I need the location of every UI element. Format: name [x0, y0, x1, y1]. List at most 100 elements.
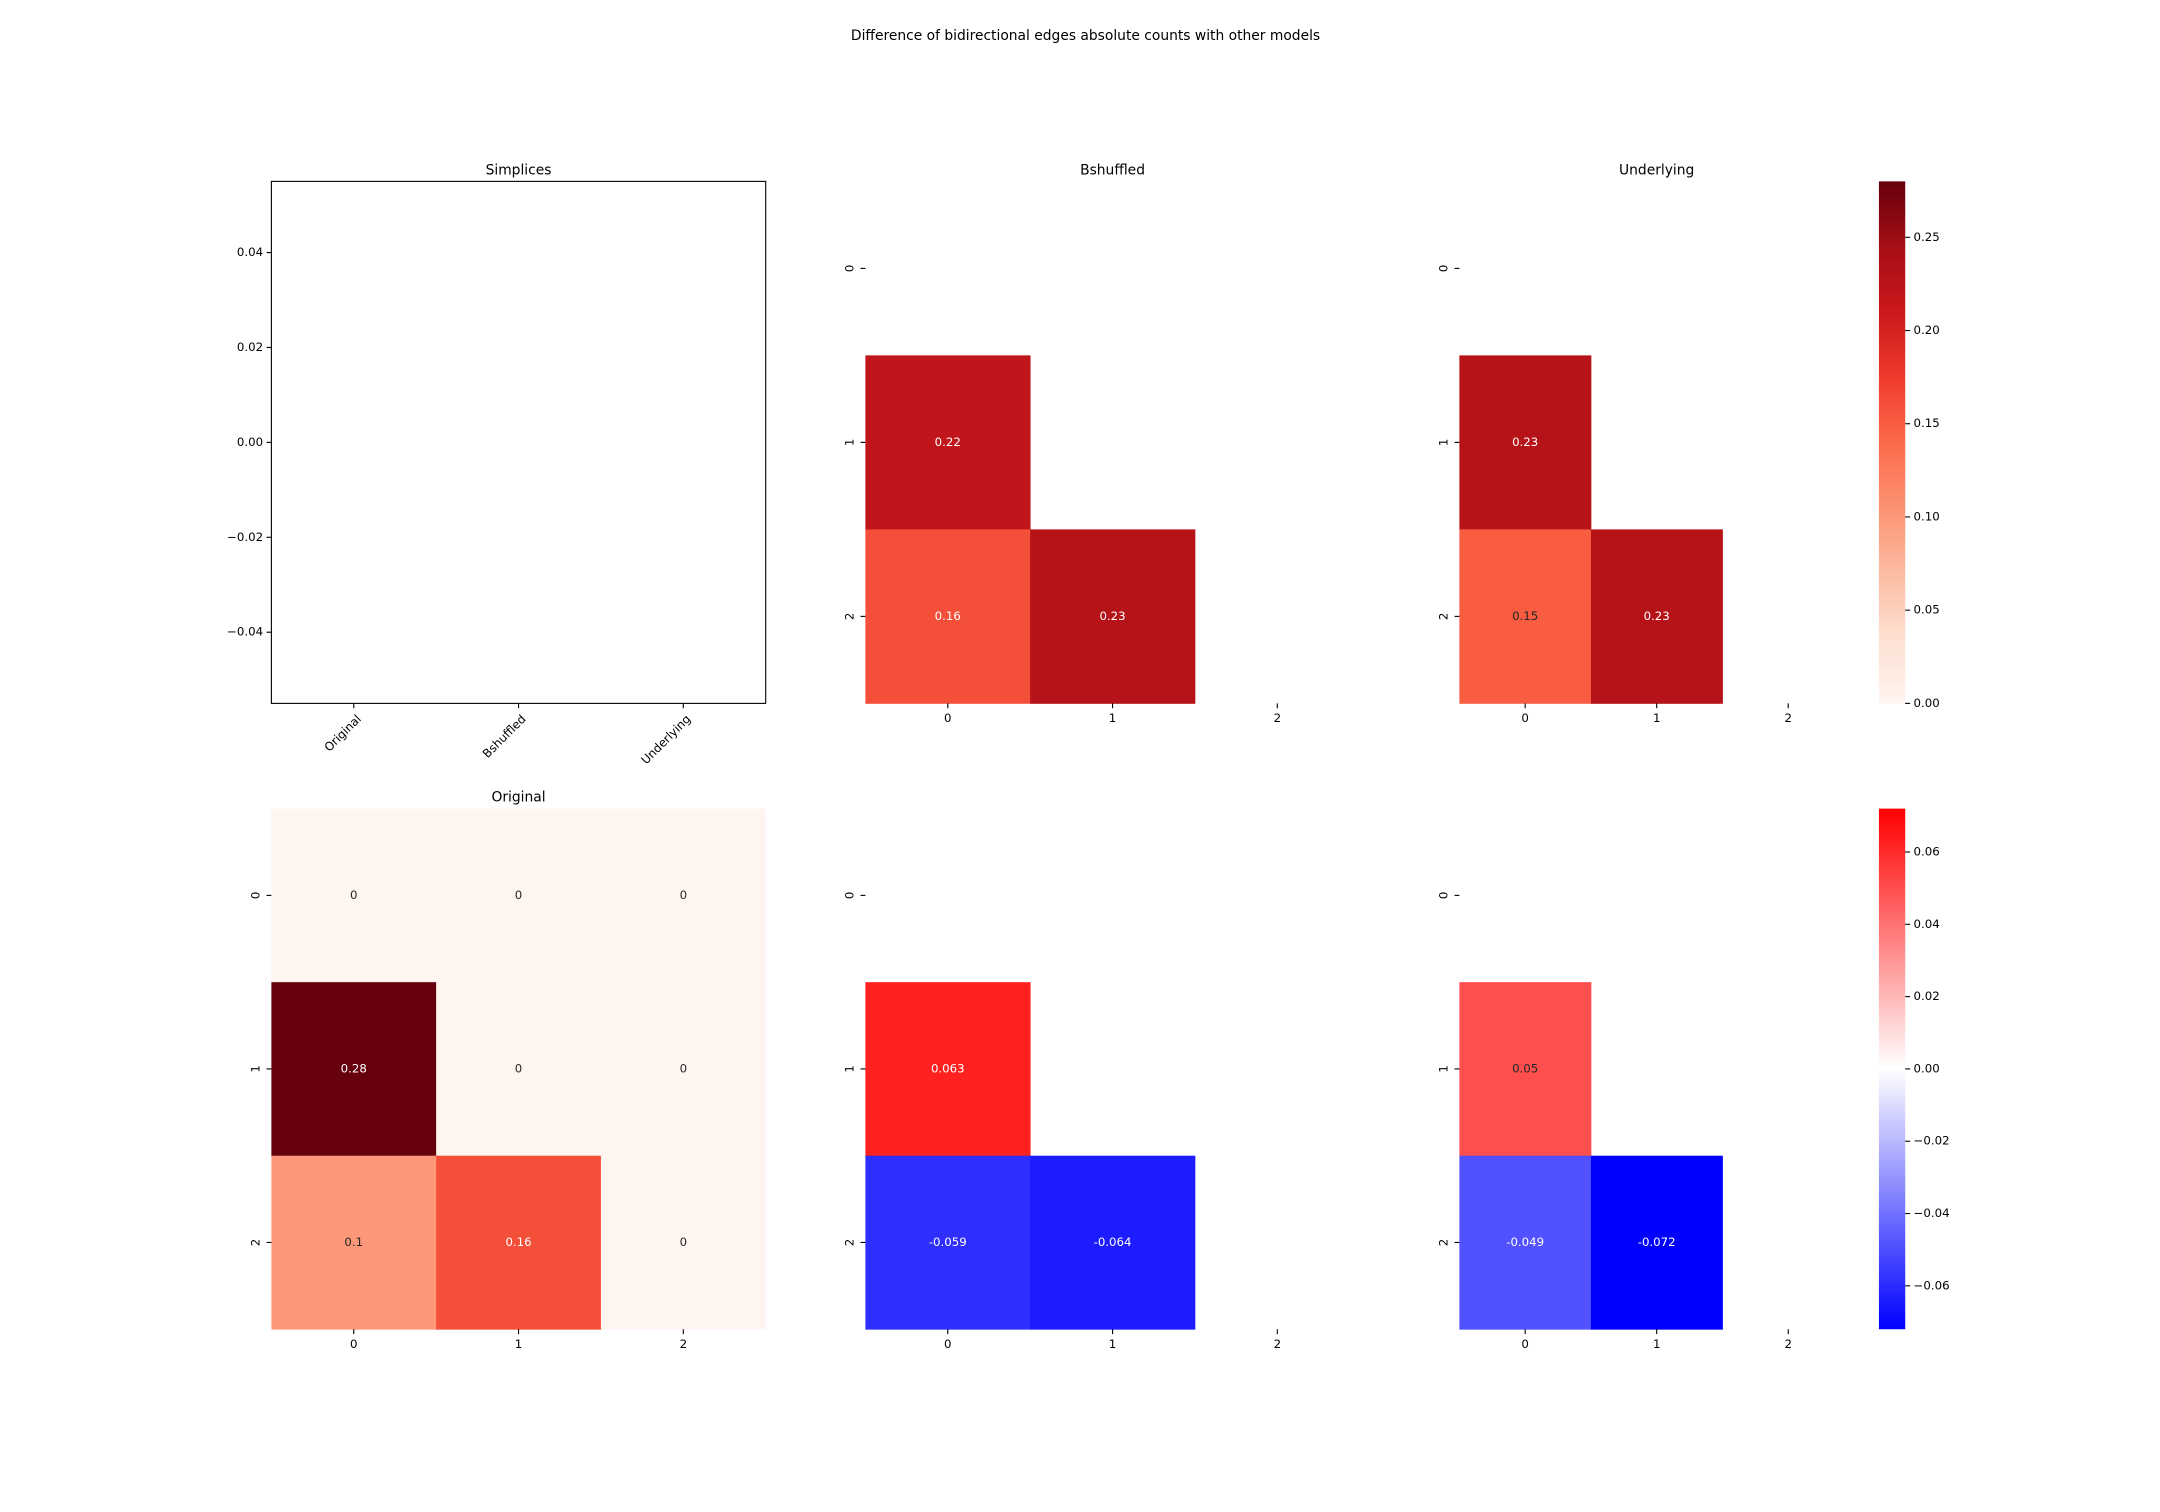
colorbar-tick-label: 0.00 — [1914, 1061, 1940, 1075]
colorbar-tick-label: 0.20 — [1914, 323, 1940, 337]
cell-annotation: 0.05 — [1512, 1061, 1538, 1075]
y-tick-label: 1 — [249, 1065, 263, 1072]
cell-annotation: 0.16 — [505, 1235, 531, 1249]
cell-annotation: 0.063 — [931, 1061, 965, 1075]
heatmap-cell — [271, 982, 437, 1157]
colorbar-tick-label: −0.06 — [1914, 1278, 1950, 1292]
cell-annotation: 0 — [680, 1235, 687, 1249]
heatmap-cell — [1459, 529, 1592, 704]
y-tick-label: −0.02 — [227, 530, 263, 544]
cell-annotation: -0.059 — [929, 1235, 967, 1249]
y-tick-label: −0.04 — [227, 625, 263, 639]
heatmap-cell — [1459, 1155, 1592, 1330]
cell-annotation: 0 — [350, 888, 357, 902]
cell-annotation: 0.28 — [341, 1061, 367, 1075]
figure-title: Difference of bidirectional edges absolu… — [851, 28, 1320, 44]
axes-title: Original — [491, 790, 545, 806]
y-tick-label: 2 — [843, 1239, 857, 1246]
colorbar-tick-label: 0.25 — [1914, 230, 1940, 244]
axes-title: Underlying — [1619, 162, 1694, 178]
colorbar — [1878, 181, 1906, 704]
y-tick-label: 0.02 — [237, 340, 263, 354]
heatmap-cell — [600, 808, 767, 983]
y-tick-label: 0 — [843, 892, 857, 899]
cell-annotation: 0.23 — [1512, 435, 1538, 449]
x-tick-label: Underlying — [638, 712, 693, 767]
heatmap-cell — [436, 808, 602, 983]
cell-annotation: 0.15 — [1512, 609, 1538, 623]
cell-annotation: 0 — [680, 888, 687, 902]
heatmap-cell — [865, 1155, 1031, 1330]
x-tick-label: 0 — [350, 1337, 357, 1351]
heatmap-cell — [865, 529, 1031, 704]
cell-annotation: 0.23 — [1099, 609, 1125, 623]
colorbar-tick-label: 0.15 — [1914, 416, 1940, 430]
colorbar-tick-label: 0.10 — [1914, 509, 1940, 523]
x-tick-label: 2 — [680, 1337, 687, 1351]
y-tick-label: 1 — [1437, 439, 1451, 446]
cell-annotation: -0.049 — [1506, 1235, 1544, 1249]
x-tick-label: 2 — [1274, 711, 1281, 725]
colorbar-tick-label: 0.00 — [1914, 696, 1940, 710]
cell-annotation: -0.072 — [1638, 1235, 1676, 1249]
colorbar-tick-label: 0.02 — [1914, 989, 1940, 1003]
y-tick-label: 0 — [249, 892, 263, 899]
x-tick-label: 0 — [1521, 1337, 1528, 1351]
heatmap-cell — [1459, 355, 1592, 530]
colorbar-tick-label: −0.02 — [1914, 1134, 1950, 1148]
cell-annotation: 0.16 — [935, 609, 961, 623]
cell-annotation: -0.064 — [1094, 1235, 1132, 1249]
x-tick-label: 0 — [944, 1337, 951, 1351]
colorbar-tick-label: 0.06 — [1914, 844, 1940, 858]
heatmap-cell — [271, 808, 437, 983]
cell-annotation: 0 — [515, 888, 522, 902]
heatmap-cell — [1590, 1155, 1723, 1330]
y-tick-label: 1 — [1437, 1065, 1451, 1072]
heatmap-cell — [1590, 529, 1723, 704]
colorbar-tick-label: 0.05 — [1914, 603, 1940, 617]
axes-title: Simplices — [486, 162, 552, 178]
heatmap-cell — [600, 1155, 767, 1330]
y-tick-label: 1 — [843, 439, 857, 446]
y-tick-label: 2 — [843, 613, 857, 620]
y-tick-label: 2 — [1437, 613, 1451, 620]
x-tick-label: 2 — [1274, 1337, 1281, 1351]
colorbar — [1878, 808, 1906, 1330]
y-tick-label: 0 — [843, 265, 857, 272]
heatmap-cell — [865, 982, 1031, 1157]
y-tick-label: 2 — [249, 1239, 263, 1246]
heatmap-cell — [600, 982, 767, 1157]
heatmap-cell — [271, 1155, 437, 1330]
cell-annotation: 0.1 — [344, 1235, 363, 1249]
colorbar-tick-label: −0.04 — [1914, 1206, 1950, 1220]
y-tick-label: 0.04 — [237, 245, 263, 259]
heatmap-cell — [1030, 529, 1196, 704]
x-tick-label: 1 — [1109, 711, 1116, 725]
y-tick-label: 0 — [1437, 265, 1451, 272]
heatmap-cell — [436, 1155, 602, 1330]
y-tick-label: 0 — [1437, 892, 1451, 899]
x-tick-label: 1 — [515, 1337, 522, 1351]
y-tick-label: 0.00 — [237, 435, 263, 449]
x-tick-label: Original — [321, 712, 363, 754]
axes-title: Bshuffled — [1080, 162, 1145, 178]
cell-annotation: 0.22 — [935, 435, 961, 449]
cell-annotation: 0 — [515, 1061, 522, 1075]
x-tick-label: 0 — [1521, 711, 1528, 725]
x-tick-label: Bshuffled — [480, 712, 529, 761]
x-tick-label: 1 — [1653, 711, 1660, 725]
x-tick-label: 2 — [1784, 711, 1791, 725]
cell-annotation: 0.23 — [1644, 609, 1670, 623]
heatmap-cell — [436, 982, 602, 1157]
x-tick-label: 1 — [1109, 1337, 1116, 1351]
x-tick-label: 0 — [944, 711, 951, 725]
y-tick-label: 2 — [1437, 1239, 1451, 1246]
x-tick-label: 2 — [1784, 1337, 1791, 1351]
cell-annotation: 0 — [680, 1061, 687, 1075]
y-tick-label: 1 — [843, 1065, 857, 1072]
axes-frame — [270, 180, 767, 704]
colorbar-tick-label: 0.04 — [1914, 917, 1940, 931]
heatmap-cell — [865, 355, 1031, 530]
heatmap-cell — [1459, 982, 1592, 1157]
